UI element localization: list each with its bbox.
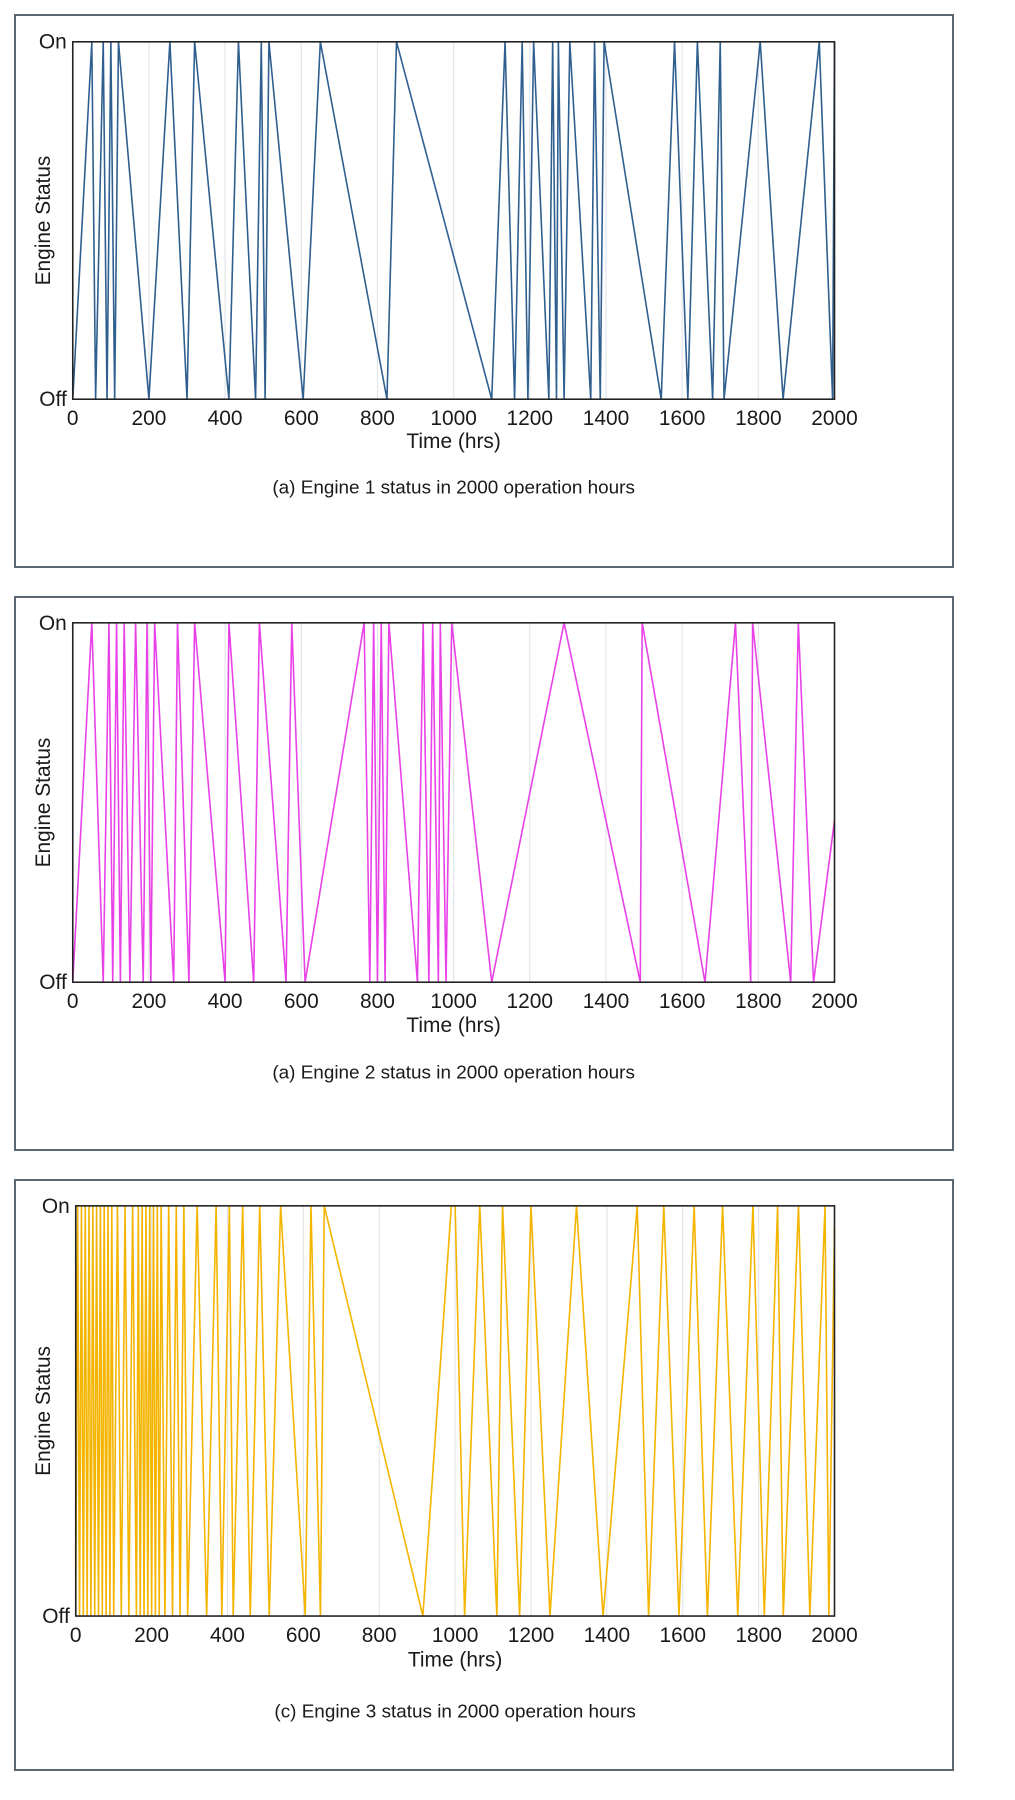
engine-2-chart: 0 200 400 600 800 1000 1200 1400 1600 1800 2000 Off… (32, 612, 858, 1084)
engine-3-x-tick-label: 600 (286, 1624, 321, 1647)
engine-3-x-tick-label: 1400 (584, 1624, 631, 1647)
engine-2-x-tick-label: 1000 (430, 990, 476, 1013)
engine-1-x-tick-label: 200 (131, 407, 166, 430)
engine-1-x-tick-label: 1000 (430, 407, 476, 430)
engine-2-chart-panel: 0 200 400 600 800 1000 1200 1400 1600 1800 2000 Off… (14, 596, 954, 1151)
engine-3-x-tick-label: 1800 (735, 1624, 782, 1647)
engine-3-x-tick-label: 800 (362, 1624, 397, 1647)
engine-2-x-tick-label: 1200 (507, 990, 553, 1013)
engine-1-chart: 0 200 400 600 800 1000 1200 1400 1600 1800 2000 Off… (32, 31, 858, 499)
engine-2-caption: (a) Engine 2 status in 2000 operation ho… (272, 1063, 635, 1084)
engine-3-x-tick-label: 1600 (659, 1624, 706, 1647)
engine-3-x-tick-label: 1200 (508, 1624, 555, 1647)
engine-1-y-axis-title: Engine Status (32, 156, 55, 286)
engine-2-y-tick-on: On (39, 612, 67, 635)
engine-3-x-tick-label: 0 (70, 1624, 82, 1647)
engine-2-status-line (71, 622, 836, 984)
engine-2-x-tick-label: 2000 (811, 990, 857, 1013)
engine-3-caption: (c) Engine 3 status in 2000 operation ho… (274, 1701, 635, 1722)
engine-1-x-tick-label: 1800 (735, 407, 781, 430)
engine-2-x-axis-title: Time (hrs) (406, 1014, 500, 1037)
engine-3-x-tick-label: 400 (210, 1624, 245, 1647)
engine-3-chart-panel: 0 200 400 600 800 1000 1200 1400 1600 1800 2000 Off… (14, 1179, 954, 1771)
engine-2-y-axis-title: Engine Status (32, 738, 55, 868)
engine-1-y-tick-off: Off (39, 388, 67, 411)
engine-1-caption: (a) Engine 1 status in 2000 operation ho… (272, 478, 635, 499)
engine-2-x-tick-label: 1600 (659, 990, 705, 1013)
engine-1-x-tick-label: 0 (67, 407, 79, 430)
engine-1-y-tick-on: On (39, 31, 67, 54)
engine-2-x-tick-label: 1800 (735, 990, 781, 1013)
engine-3-x-tick-label: 200 (134, 1624, 169, 1647)
engine-3-y-tick-on: On (42, 1195, 70, 1218)
engine-1-x-tick-label: 1600 (659, 407, 705, 430)
engine-3-chart: 0 200 400 600 800 1000 1200 1400 1600 1800 2000 Off… (32, 1195, 858, 1723)
engine-3-x-tick-label: 1000 (432, 1624, 479, 1647)
engine-2-x-tick-label: 200 (131, 990, 166, 1013)
engine-2-x-tick-label: 600 (284, 990, 319, 1013)
engine-2-x-tick-label: 800 (360, 990, 395, 1013)
engine-3-x-axis-title: Time (hrs) (408, 1649, 502, 1672)
engine-2-plot-frame (71, 622, 836, 984)
engine-2-y-tick-off: Off (39, 971, 67, 994)
engine-2-x-tick-label: 1400 (583, 990, 629, 1013)
engine-1-x-axis-title: Time (hrs) (406, 430, 500, 453)
engine-3-x-tick-label: 2000 (811, 1624, 858, 1647)
engine-1-x-tick-label: 400 (208, 407, 243, 430)
engine-1-x-tick-label: 800 (360, 407, 395, 430)
engine-1-chart-panel: 0 200 400 600 800 1000 1200 1400 1600 1800 2000 Off… (14, 14, 954, 568)
engine-3-y-tick-off: Off (42, 1605, 70, 1628)
engine-3-y-axis-title: Engine Status (32, 1346, 55, 1476)
engine-2-x-tick-label: 400 (208, 990, 243, 1013)
engine-1-x-tick-label: 1200 (507, 407, 553, 430)
engine-1-x-tick-label: 1400 (583, 407, 629, 430)
engine-1-x-tick-label: 600 (284, 407, 319, 430)
engine-2-x-tick-label: 0 (67, 990, 79, 1013)
engine-3-plot-frame (74, 1205, 836, 1617)
engine-1-status-line (71, 41, 836, 401)
engine-1-plot-frame (71, 41, 836, 401)
engine-1-x-tick-label: 2000 (811, 407, 857, 430)
